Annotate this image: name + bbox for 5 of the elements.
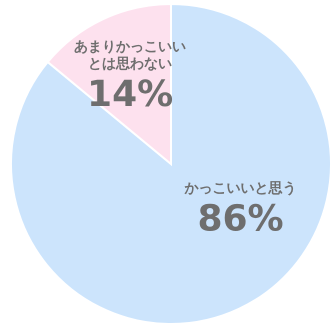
- slice-label: あまりかっこいいとは思わない: [73, 39, 188, 74]
- data-label: 14%: [86, 74, 174, 116]
- slice-label: かっこいいと思う: [184, 180, 298, 198]
- pie-slice: [10, 3, 332, 325]
- data-label: 86%: [196, 198, 285, 240]
